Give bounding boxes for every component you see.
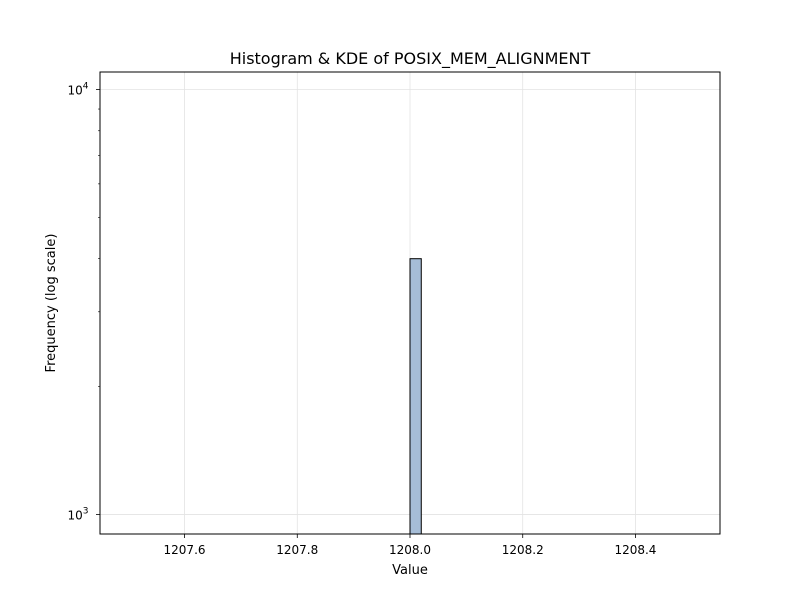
x-tick-label: 1207.6 xyxy=(164,543,206,557)
x-tick-label: 1208.2 xyxy=(502,543,544,557)
y-axis-ticks: 103 104 xyxy=(67,82,100,523)
x-tick-label: 1208.0 xyxy=(389,543,431,557)
x-axis-ticks: 1207.6 1207.8 1208.0 1208.2 1208.4 xyxy=(164,534,656,557)
histogram-bars xyxy=(409,258,422,535)
x-axis-label: Value xyxy=(392,563,428,578)
x-tick-label: 1207.8 xyxy=(276,543,318,557)
chart-title: Histogram & KDE of POSIX_MEM_ALIGNMENT xyxy=(230,49,591,69)
x-tick-label: 1208.4 xyxy=(614,543,656,557)
y-tick-label: 104 xyxy=(67,82,88,98)
y-tick-label: 103 xyxy=(67,507,88,523)
histogram-bar xyxy=(409,258,422,535)
y-axis-label: Frequency (log scale) xyxy=(44,234,59,373)
